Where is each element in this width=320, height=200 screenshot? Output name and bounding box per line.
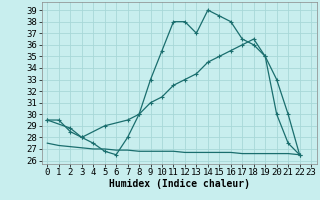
- X-axis label: Humidex (Indice chaleur): Humidex (Indice chaleur): [109, 179, 250, 189]
